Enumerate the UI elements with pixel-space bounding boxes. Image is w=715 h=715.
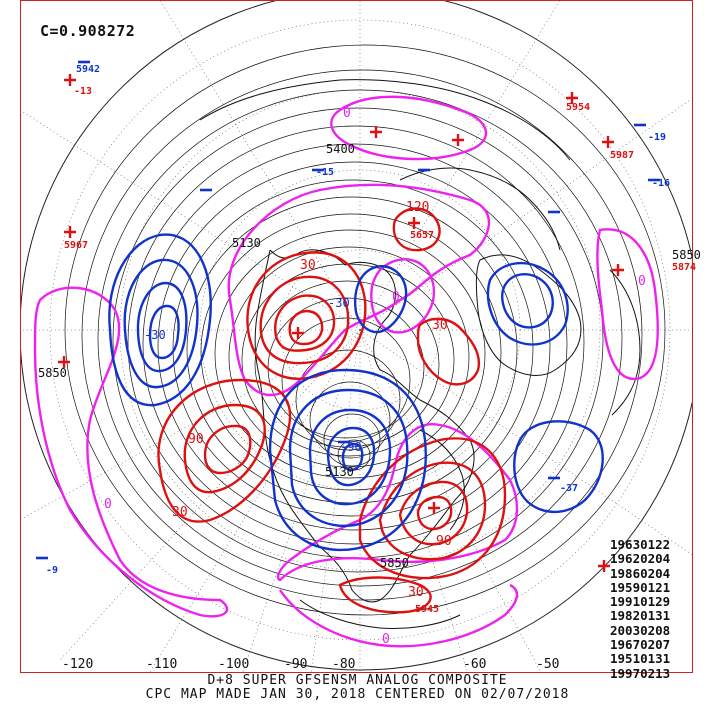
- analog-date: 19510131: [610, 651, 671, 667]
- positive-contour-label: 120: [406, 200, 430, 215]
- plus-markers: [58, 74, 624, 572]
- analog-date: 19910129: [610, 594, 671, 610]
- plus-value-label: 5967: [64, 240, 89, 251]
- analog-date: 19820131: [610, 608, 671, 624]
- zero-contour-label: 0: [382, 632, 390, 647]
- zero-contour-label: 0: [392, 290, 400, 305]
- minus-value-label: -9: [46, 565, 59, 576]
- longitude-label: -120: [62, 657, 94, 672]
- analog-date: 19590121: [610, 579, 671, 595]
- plus-value-label: 5874: [672, 262, 697, 273]
- analog-date: 20030208: [610, 622, 671, 638]
- minus-value-label: -19: [648, 132, 667, 143]
- longitude-label: -80: [332, 657, 356, 672]
- map-frame: [20, 0, 693, 673]
- plus-value-label: 5954: [566, 102, 591, 113]
- analog-date: 19620204: [610, 551, 671, 567]
- analog-date: 19670207: [610, 637, 671, 653]
- positive-contour-label: 30: [300, 258, 316, 273]
- plus-value-label: 5987: [610, 150, 635, 161]
- height-contours: [64, 44, 666, 616]
- minus-markers: [36, 60, 660, 560]
- plus-value-label: 5945: [415, 604, 440, 615]
- longitude-label: -60: [463, 657, 487, 672]
- correlation-label: C=0.908272: [40, 22, 136, 40]
- minus-value-label: -15: [316, 167, 335, 178]
- analog-date: 19970213: [610, 665, 671, 681]
- height-contour-label: 5130: [325, 465, 354, 479]
- longitude-label: -50: [536, 657, 560, 672]
- negative-contour-label: -30: [144, 328, 166, 342]
- minus-value-label: -16: [652, 178, 671, 189]
- positive-contour-label: 30: [432, 318, 448, 333]
- map-title: D+8 SUPER GFSENSM ANALOG COMPOSITE: [207, 673, 508, 688]
- height-contour-label: 5850: [38, 366, 67, 380]
- negative-contour-label: -90: [340, 440, 362, 454]
- longitude-label: -110: [146, 657, 178, 672]
- positive-contour-label: 90: [436, 534, 452, 549]
- positive-contour-label: 30: [408, 585, 424, 600]
- analog-date: 19860204: [610, 565, 671, 581]
- map-subtitle: CPC MAP MADE JAN 30, 2018 CENTERED ON 02…: [145, 687, 570, 702]
- positive-contour-label: 30: [172, 505, 188, 520]
- analog-dates-list: 19630122 19620204 19860204 19590121 1991…: [610, 537, 671, 681]
- positive-anomaly-contours: [157, 207, 507, 614]
- plus-value-label: 5657: [410, 230, 435, 241]
- height-contour-label: 5130: [232, 236, 261, 250]
- zero-contours: [33, 95, 659, 648]
- minus-value-label: 5942: [76, 64, 101, 75]
- longitude-label: -90: [284, 657, 308, 672]
- minus-value-label: -37: [560, 483, 579, 494]
- plus-value-label: -13: [74, 86, 93, 97]
- positive-contour-label: 90: [188, 432, 204, 447]
- negative-anomaly-contours: [108, 233, 604, 552]
- zero-contour-label: 0: [104, 497, 112, 512]
- zero-contour-label: 0: [638, 274, 646, 289]
- longitude-label: -100: [218, 657, 250, 672]
- height-contour-label: 5850: [672, 248, 701, 262]
- negative-contour-label: -30: [328, 296, 350, 310]
- height-contour-label: 5850: [380, 556, 409, 570]
- analog-date: 19630122: [610, 537, 671, 552]
- zero-contour-label: 0: [343, 106, 351, 121]
- height-contour-label: 5400: [326, 142, 355, 156]
